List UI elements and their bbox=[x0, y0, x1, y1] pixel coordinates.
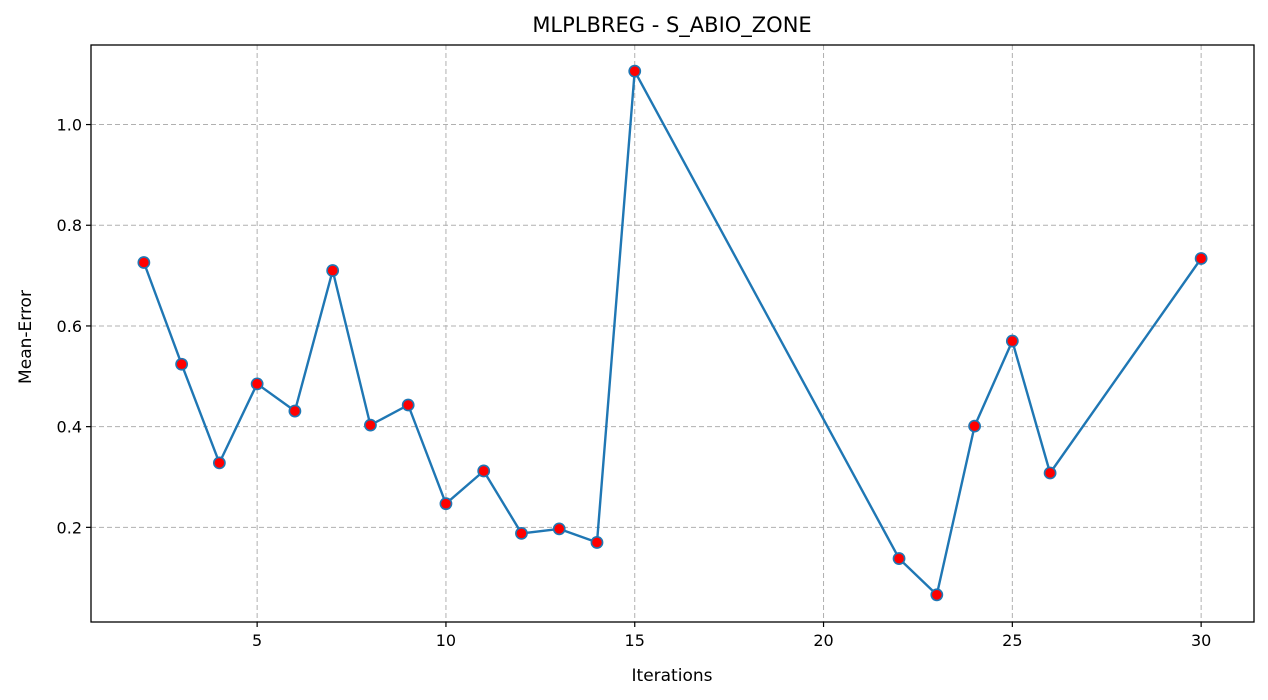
data-point bbox=[968, 419, 981, 433]
y-tick-label: 1.0 bbox=[57, 116, 82, 135]
data-point bbox=[288, 404, 302, 418]
data-point bbox=[175, 357, 189, 371]
data-point bbox=[250, 377, 264, 391]
data-point bbox=[930, 588, 944, 602]
data-point bbox=[590, 536, 604, 549]
series-group bbox=[137, 64, 1208, 602]
y-axis: 0.2 0.4 0.6 0.8 1.0 bbox=[57, 116, 91, 537]
y-tick-label: 0.4 bbox=[57, 418, 82, 437]
x-tick-label: 25 bbox=[1002, 631, 1022, 650]
data-point bbox=[552, 522, 566, 536]
x-tick-label: 30 bbox=[1191, 631, 1211, 650]
data-point bbox=[137, 256, 151, 269]
y-tick-label: 0.6 bbox=[57, 317, 82, 336]
x-tick-label: 10 bbox=[436, 631, 456, 650]
x-tick-label: 15 bbox=[625, 631, 645, 650]
y-tick-label: 0.8 bbox=[57, 216, 82, 235]
x-axis: 5 10 15 20 25 30 bbox=[252, 622, 1211, 650]
data-point bbox=[1005, 334, 1019, 348]
data-point bbox=[1043, 466, 1057, 480]
data-point bbox=[628, 64, 642, 78]
data-point bbox=[364, 418, 377, 432]
series-line bbox=[142, 69, 1203, 596]
plot-frame bbox=[90, 44, 1255, 623]
data-point bbox=[212, 456, 226, 470]
data-point bbox=[439, 497, 453, 511]
data-point bbox=[515, 526, 528, 540]
x-tick-label: 5 bbox=[252, 631, 262, 650]
y-tick-label: 0.2 bbox=[57, 518, 82, 537]
y-axis-label: Mean-Error bbox=[16, 290, 36, 384]
data-point bbox=[477, 464, 491, 478]
data-point bbox=[1194, 252, 1208, 265]
data-point bbox=[326, 264, 340, 277]
data-point bbox=[401, 398, 415, 412]
x-axis-label: Iterations bbox=[632, 666, 713, 686]
data-point bbox=[892, 552, 906, 565]
grid bbox=[91, 45, 1254, 622]
chart-title: MLPLBREG - S_ABIO_ZONE bbox=[532, 13, 811, 38]
x-tick-label: 20 bbox=[813, 631, 833, 650]
